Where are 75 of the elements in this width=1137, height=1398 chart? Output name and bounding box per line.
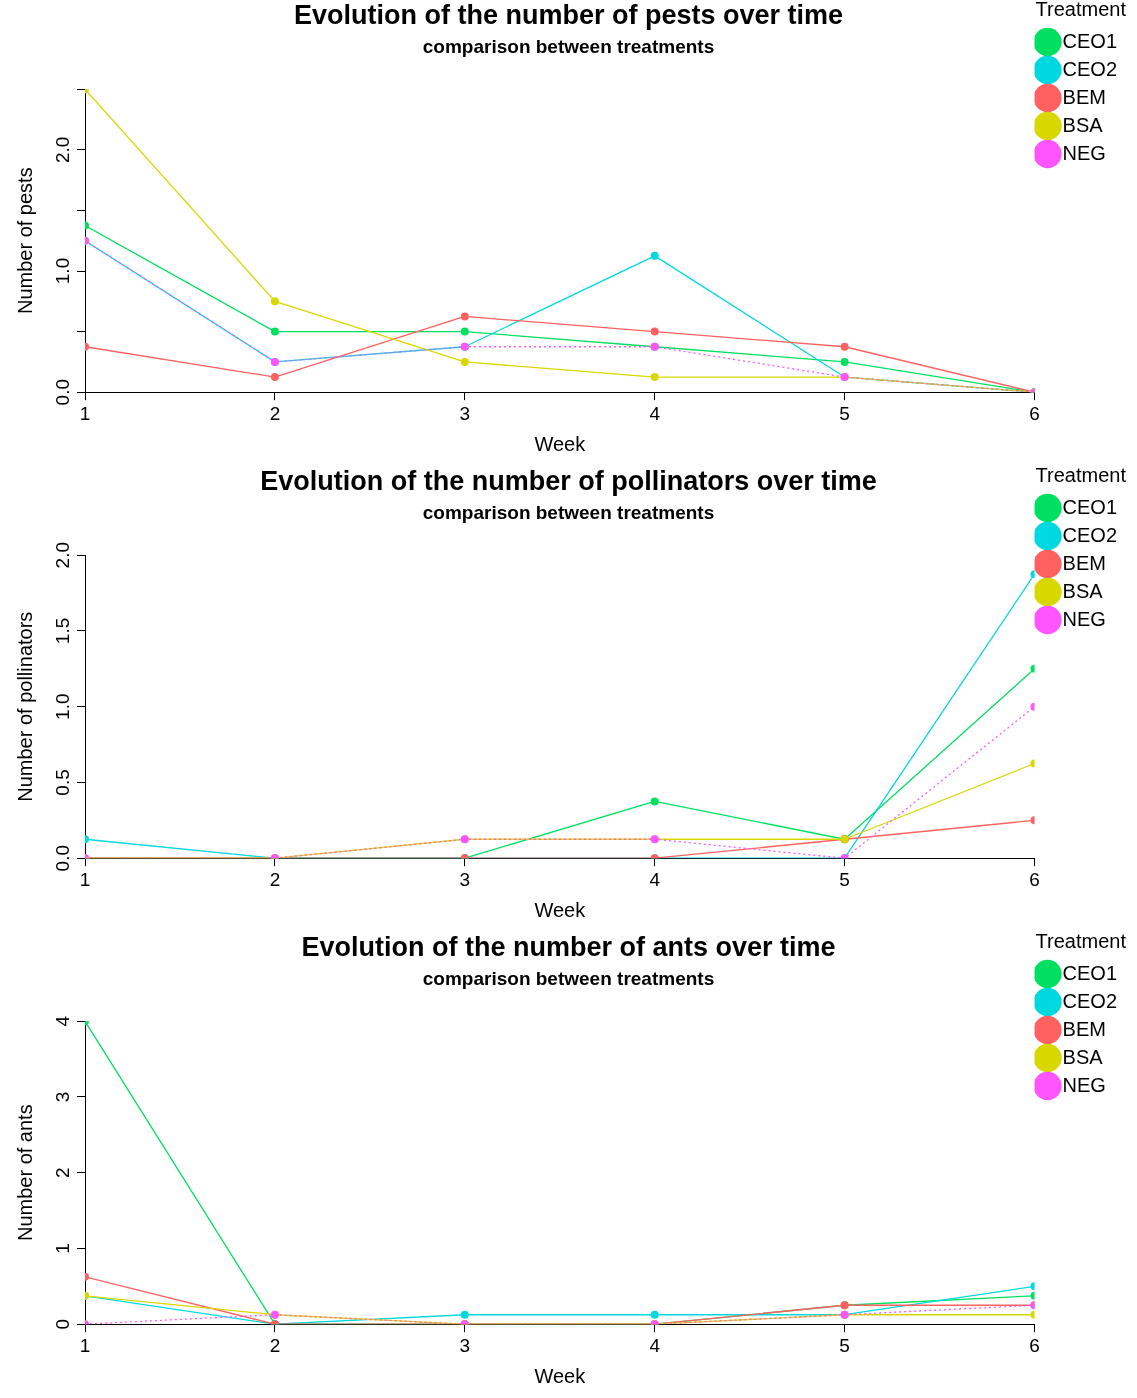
x-tick-label: 5 [839,1334,850,1356]
point [840,342,849,351]
legend-label: BSA [1062,1045,1104,1068]
y-tick-label: 2 [51,1167,73,1178]
point [650,327,659,336]
y-tick-label: 0.0 [51,844,73,872]
point [650,373,659,382]
chart-subtitle: comparison between treatments [422,36,715,58]
x-tick-label: 2 [269,868,281,890]
point [840,357,849,366]
point [650,1310,659,1319]
legend-label: BEM [1062,1017,1106,1040]
chart-title: Evolution of the number of pollinators over time [260,465,877,496]
legend-label: BEM [1062,551,1106,574]
y-tick-label: 3 [51,1091,73,1103]
y-tick-label: 1.0 [51,693,73,720]
point [270,373,279,382]
chart-title: Evolution of the number of ants over time [301,931,836,962]
x-tick-label: 3 [459,402,471,424]
x-tick-label: 2 [269,1334,281,1356]
point [650,251,659,260]
x-tick-label: 5 [839,868,850,890]
x-tick-label: 5 [839,402,850,424]
x-tick-label: 4 [649,868,661,890]
x-tick-label: 6 [1029,868,1040,890]
legend-title: Treatment [1035,929,1127,952]
legend-label: NEG [1062,141,1106,164]
legend-label: BEM [1062,85,1106,108]
legend-label: CEO2 [1062,57,1118,80]
point [460,357,469,366]
x-axis-title: Week [534,432,587,455]
x-tick-label: 4 [649,402,661,424]
y-axis-title: Number of ants [13,1104,36,1242]
x-axis-title: Week [534,898,587,921]
x-tick-label: 3 [459,868,471,890]
y-tick-label: 1.0 [51,257,73,285]
point [460,327,469,336]
y-tick-label: 4 [51,1015,73,1027]
legend-label: CEO1 [1062,961,1118,984]
legend-label: CEO1 [1062,29,1118,52]
legend-label: CEO2 [1062,989,1118,1012]
y-tick-label: 1.5 [51,617,73,645]
y-tick-label: 1 [51,1243,73,1254]
point [460,1310,469,1319]
legend-label: BSA [1062,113,1104,136]
x-axis-title: Week [534,1364,587,1387]
point [270,297,279,306]
x-tick-label: 6 [1029,402,1040,424]
x-tick-label: 1 [79,402,91,424]
chart-subtitle: comparison between treatments [422,968,715,990]
x-tick-label: 1 [79,1334,91,1356]
legend-label: NEG [1062,607,1106,630]
legend-title: Treatment [1035,463,1127,486]
y-tick-label: 0.0 [51,378,73,406]
point [270,327,279,336]
x-tick-label: 3 [459,1334,471,1356]
legend-title: Treatment [1035,0,1127,20]
x-tick-label: 2 [269,402,281,424]
y-tick-label: 2.0 [51,541,73,569]
y-axis-title: Number of pollinators [13,611,36,802]
y-tick-label: 0.5 [51,769,73,796]
x-tick-label: 6 [1029,1334,1040,1356]
legend-label: NEG [1062,1073,1106,1096]
y-tick-label: 0 [51,1318,73,1330]
legend-label: CEO1 [1062,495,1118,518]
x-tick-label: 1 [79,868,91,890]
x-tick-label: 4 [649,1334,661,1356]
point [460,312,469,321]
chart-title: Evolution of the number of pests over time [293,0,844,30]
chart-subtitle: comparison between treatments [422,502,715,524]
y-axis-title: Number of pests [13,167,36,315]
y-tick-label: 2.0 [51,136,73,164]
legend-label: BSA [1062,579,1104,602]
point [650,797,659,806]
legend-label: CEO2 [1062,523,1118,546]
